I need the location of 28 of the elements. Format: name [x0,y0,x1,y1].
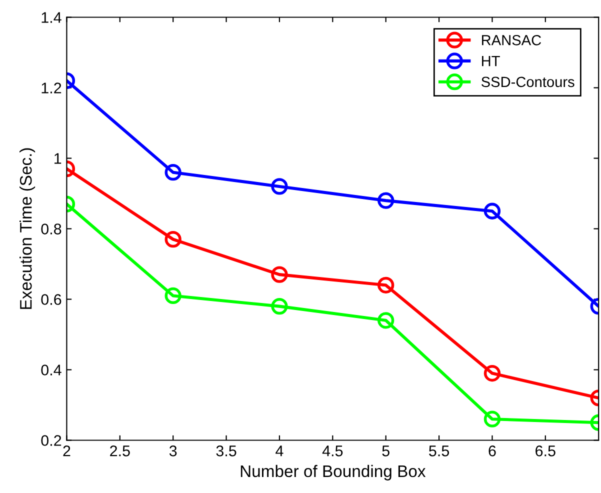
y-tick-label: 1.4 [42,12,62,23]
point [271,266,288,283]
y-tick-label: 0.4 [41,364,62,376]
x-tick-label: 6 [488,446,496,456]
point [271,298,288,315]
legend-label: SSD-Contours [481,76,574,88]
x-tick-label: 6.5 [536,446,556,456]
point [378,312,394,329]
x-tick-label: 4.5 [322,446,343,456]
x-axis-title: Number of Bounding Box [240,464,426,480]
x-tick-label: 3.5 [216,446,236,456]
y-axis-title: Execution Time (Sec.) [20,148,36,309]
x-tick-label: 5 [382,446,390,456]
point [271,178,288,195]
x-tick-label: 2.5 [110,446,130,456]
point [378,276,394,294]
x-tick-label: 4 [276,446,284,456]
y-tick-label: 1.2 [42,82,62,94]
y-tick-label: 0.6 [41,294,62,305]
x-tick-label: 5.5 [429,446,450,456]
point [378,192,394,209]
legend-label: HT [482,56,500,66]
x-tick-label: 2 [63,446,70,456]
y-tick-label: 0.2 [41,435,62,446]
x-tick-label: 3 [169,446,177,456]
legend-label: RANSAC [482,34,542,46]
y-tick-label: 1 [54,153,62,164]
y-tick-label: 0.8 [41,224,62,234]
